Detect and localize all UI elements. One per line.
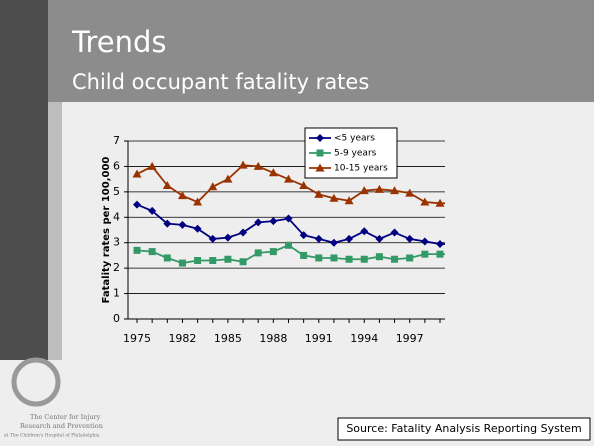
marker [345,234,354,243]
marker [299,231,308,240]
legend-label: <5 years [334,134,375,144]
marker [391,255,399,263]
marker [209,257,217,265]
marker [269,217,278,226]
marker [162,181,172,189]
marker [224,255,232,263]
marker [238,160,248,169]
title-band [48,0,594,102]
marker [406,254,414,262]
marker [284,174,293,183]
marker [178,220,187,229]
marker [421,250,429,258]
y-tick-label: 1 [113,287,120,300]
marker [133,246,141,254]
logo-icon [11,357,61,407]
left-strip [0,0,48,360]
marker [223,174,233,183]
marker [299,181,309,189]
slide-subtitle: Child occupant fatality rates [72,70,369,94]
marker [194,257,202,265]
marker [315,254,323,262]
marker [360,255,368,263]
marker [375,234,384,243]
marker [239,228,248,237]
marker [436,239,444,248]
marker [268,168,278,177]
marker [329,193,339,202]
x-tick-label: 1991 [305,332,333,345]
marker [132,169,142,178]
marker [285,241,292,249]
marker [420,197,430,206]
marker [375,253,383,261]
marker [208,182,218,191]
marker [178,259,186,267]
y-tick-label: 3 [113,236,120,249]
logo-text: The Center for Injury [30,413,101,421]
marker [345,255,353,263]
marker [390,186,400,195]
marker [315,163,325,172]
y-tick-label: 4 [113,210,120,223]
marker [390,228,399,237]
plot: 0 1 2 3 4 5 6 7 1975 1982 1985 1988 1991 1994 1997 <5 y… [113,127,445,345]
y-tick-label: 6 [113,159,120,172]
slide-title: Trends [71,25,166,59]
marker [316,149,324,157]
x-tick-label: 1982 [168,332,196,345]
logo-text: at The Children's Hospital of Philadelph… [4,433,100,439]
x-tick-label: 1985 [214,332,242,345]
marker [163,219,172,228]
marker [148,248,156,256]
marker [359,186,369,195]
marker [239,258,247,266]
marker [163,254,171,262]
marker [314,234,323,243]
marker [148,206,157,215]
source-box [337,417,591,441]
x-tick-label: 1994 [350,332,378,345]
marker [435,198,445,207]
marker [254,249,262,257]
marker [330,254,338,262]
marker [360,227,369,236]
x-tick-label: 1997 [396,332,424,345]
marker [253,161,263,170]
marker [254,218,263,227]
marker [147,161,157,170]
y-axis-label: Fatality rates per 100,000 [101,157,112,304]
marker [405,188,415,197]
y-tick-label: 2 [113,261,120,274]
x-tick-label: 1975 [123,332,151,345]
marker [193,224,202,233]
marker [329,238,338,247]
marker [133,200,141,209]
x-tick-label: 1988 [259,332,287,345]
inner-strip [48,102,62,360]
legend-label: 5-9 years [334,149,377,159]
y-tick-label: 0 [113,312,120,325]
marker [314,189,324,198]
marker [374,184,384,193]
marker [208,234,217,243]
marker [269,248,277,256]
y-tick-label: 5 [113,185,120,198]
marker [223,233,232,242]
legend-label: 10-15 years [334,164,388,174]
marker [436,250,444,258]
marker [420,237,429,246]
marker [344,196,354,205]
marker [405,234,414,243]
marker [177,191,187,200]
marker [316,134,324,142]
marker [284,214,293,223]
marker [300,251,308,259]
marker [193,197,203,206]
source: Source: Fatality Analysis Reporting Syst… [346,422,581,435]
y-tick-label: 7 [113,134,120,147]
logo-text: Research and Prevention [20,422,103,430]
